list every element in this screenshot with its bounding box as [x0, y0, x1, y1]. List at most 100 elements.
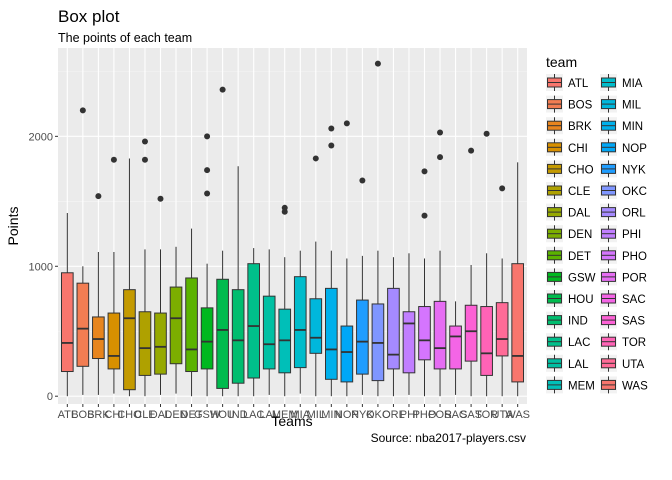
legend-label: WAS — [622, 380, 648, 392]
box-mia — [293, 276, 307, 369]
legend-item-brk: BRK — [546, 117, 592, 135]
x-tick-label: LAC — [243, 409, 264, 421]
legend-label: BRK — [568, 121, 592, 133]
legend-label: PHI — [622, 229, 641, 241]
legend-label: PHO — [622, 251, 647, 263]
outlier-point — [219, 86, 226, 93]
outlier-point — [204, 190, 211, 197]
box-lal — [262, 295, 276, 370]
box-lac — [247, 263, 260, 379]
y-tick-label: 2000 — [29, 131, 53, 143]
legend-title: team — [546, 54, 577, 70]
box-nyk — [356, 299, 369, 375]
box-brk — [92, 316, 105, 360]
x-tick-label: MIN — [321, 409, 341, 421]
chart-title: Box plot — [58, 7, 120, 26]
outlier-point — [328, 125, 335, 132]
x-tick-label: MIA — [290, 409, 310, 421]
outlier-point — [421, 168, 428, 175]
x-tick-label: WAS — [505, 409, 530, 421]
legend-label: NOP — [622, 143, 647, 155]
legend-label: ORL — [622, 208, 646, 220]
y-tick-label: 0 — [47, 391, 53, 403]
legend-item-gsw: GSW — [546, 268, 596, 286]
box-gsw — [200, 307, 214, 370]
x-tick-label: IND — [229, 409, 248, 421]
legend-label: SAC — [622, 294, 646, 306]
legend-item-min: MIN — [600, 117, 643, 135]
box-chi — [107, 312, 121, 370]
box-den — [169, 286, 183, 365]
legend-label: MIL — [622, 100, 642, 112]
x-tick-label: CHI — [104, 409, 123, 421]
outlier-point — [374, 60, 381, 67]
legend-label: BOS — [568, 100, 593, 112]
legend-item-pho: PHO — [600, 246, 647, 264]
legend-label: IND — [568, 316, 588, 328]
x-tick-label: BRK — [87, 409, 110, 421]
outlier-point — [328, 142, 335, 149]
box-bos — [76, 282, 90, 367]
x-tick-label: LAL — [259, 409, 279, 421]
legend-item-lal: LAL — [546, 354, 589, 372]
x-tick-label: BOS — [71, 409, 94, 421]
x-tick-label: ATL — [58, 409, 77, 421]
x-tick-label: NYK — [351, 409, 374, 421]
x-tick-label: DEN — [164, 409, 187, 421]
legend-label: DAL — [568, 208, 591, 220]
x-tick-label: ORL — [382, 409, 405, 421]
outlier-point — [437, 129, 444, 136]
legend-item-cle: CLE — [546, 182, 591, 199]
x-tick-label: OKC — [366, 409, 390, 421]
outlier-point — [157, 195, 164, 202]
legend-item-bos: BOS — [546, 95, 593, 113]
legend-item-dal: DAL — [546, 203, 591, 221]
legend-label: LAC — [568, 337, 590, 349]
legend-label: SAS — [622, 316, 645, 328]
legend-item-uta: UTA — [600, 354, 644, 372]
legend-label: DET — [568, 251, 591, 263]
legend-item-phi: PHI — [600, 225, 641, 243]
box-atl — [60, 272, 74, 373]
box-sas — [464, 304, 478, 362]
legend-label: ATL — [568, 78, 589, 90]
box-por — [433, 300, 447, 370]
legend-label: LAL — [568, 359, 589, 371]
outlier-point — [95, 193, 102, 200]
box-cle — [138, 311, 152, 376]
box-was — [511, 263, 525, 383]
outlier-point — [204, 167, 211, 174]
outlier-point — [141, 138, 148, 145]
x-tick-label: SAS — [460, 409, 482, 421]
legend-item-den: DEN — [546, 225, 592, 243]
legend-item-atl: ATL — [546, 74, 589, 91]
legend-item-ind: IND — [546, 311, 588, 329]
outlier-point — [281, 204, 288, 211]
outlier-point — [343, 120, 350, 127]
legend-item-tor: TOR — [600, 333, 646, 351]
legend-label: HOU — [568, 294, 594, 306]
x-tick-label: DET — [181, 409, 203, 421]
y-tick-label: 1000 — [29, 261, 53, 273]
y-axis-ticks: 0 1000 2000 — [29, 131, 58, 403]
box-tor — [480, 306, 493, 376]
box-mil — [309, 298, 323, 354]
x-tick-label: CLE — [134, 409, 155, 421]
outlier-point — [499, 185, 506, 192]
outlier-point — [359, 177, 366, 184]
legend-label: GSW — [568, 272, 596, 284]
outlier-point — [468, 147, 475, 154]
x-tick-label: NOP — [335, 409, 359, 421]
legend-label: UTA — [622, 359, 644, 371]
legend-label: TOR — [622, 337, 646, 349]
x-tick-label: TOR — [475, 409, 498, 421]
legend-label: NYK — [622, 164, 646, 176]
box-dal — [154, 312, 167, 375]
legend-item-cho: CHO — [546, 160, 594, 178]
outlier-point — [204, 133, 211, 140]
box-pho — [418, 306, 431, 361]
caption: Source: nba2017-players.csv — [371, 431, 526, 445]
legend-item-lac: LAC — [546, 333, 590, 351]
legend-item-okc: OKC — [600, 182, 647, 199]
